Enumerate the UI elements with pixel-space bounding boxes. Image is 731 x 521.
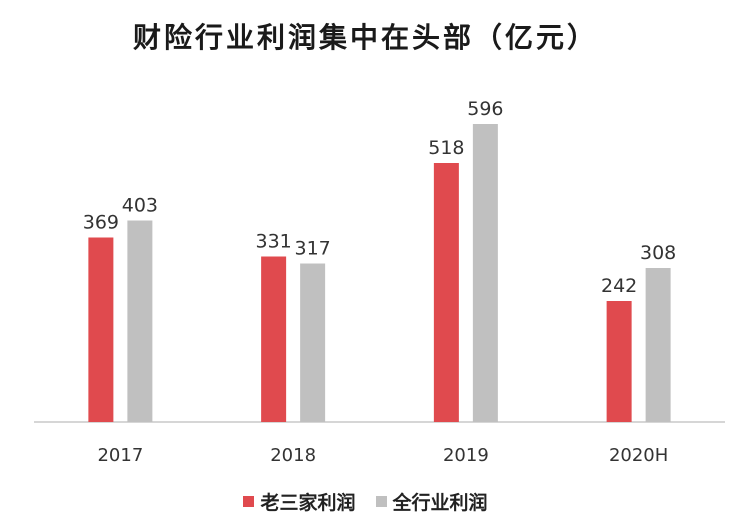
legend-swatch-series-1 [243, 496, 255, 507]
legend: 老三家利润 全行业利润 [0, 488, 731, 515]
data-label-series-2-2017: 403 [122, 195, 158, 217]
data-label-series-1-2018: 331 [255, 231, 291, 253]
legend-label-series-2: 全行业利润 [392, 492, 488, 514]
chart-title: 财险行业利润集中在头部（亿元） [132, 21, 598, 54]
bar-series-2-2020H [645, 268, 671, 422]
legend-item-series-1: 老三家利润 [243, 488, 356, 515]
legend-item-series-2: 全行业利润 [375, 488, 488, 515]
bar-series-1-2017 [88, 237, 114, 422]
data-label-series-2-2018: 317 [294, 238, 330, 260]
data-label-series-1-2019: 518 [428, 137, 464, 159]
bar-series-2-2018 [300, 263, 326, 422]
data-label-series-1-2017: 369 [83, 212, 119, 234]
data-label-series-2-2019: 596 [467, 98, 503, 120]
bar-series-1-2020H [606, 301, 632, 422]
x-tick-label-2018: 2018 [270, 445, 316, 466]
data-label-series-2-2020H: 308 [640, 242, 676, 264]
data-label-series-1-2020H: 242 [601, 275, 637, 297]
bar-series-2-2019 [472, 124, 498, 422]
x-tick-label-2019: 2019 [443, 445, 489, 466]
x-tick-label-2020H: 2020H [609, 445, 668, 466]
bar-series-1-2019 [433, 163, 459, 422]
bar-series-1-2018 [261, 256, 287, 422]
legend-label-series-1: 老三家利润 [260, 492, 356, 514]
bar-series-2-2017 [127, 220, 153, 422]
legend-swatch-series-2 [375, 496, 387, 507]
x-tick-label-2017: 2017 [97, 445, 143, 466]
